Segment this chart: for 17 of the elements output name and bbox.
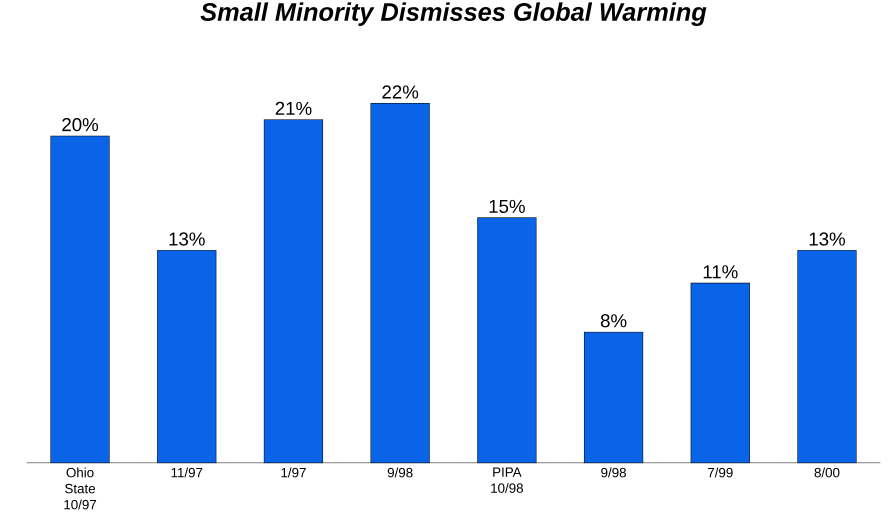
data-label: 13% [169,232,205,246]
x-tick-label: 8/00 [814,467,840,478]
x-tick-label: 9/98 [388,467,413,478]
data-label: 15% [490,200,525,213]
data-label: 22% [382,85,418,98]
x-tick-label: Ohio State 10/97 [64,467,96,510]
x-tick-label: PIPA 10/98 [491,467,523,493]
x-tick-label: 1/97 [281,467,306,478]
data-label: 13% [810,232,845,246]
chart-title: Small Minority Dismisses Global Warming [200,2,706,26]
data-label: 20% [62,118,98,132]
data-label: 11% [704,265,738,278]
x-tick-label: 9/98 [601,467,626,478]
data-label: 21% [276,102,312,115]
data-label: 8% [600,314,626,328]
x-tick-label: 11/97 [172,467,202,478]
x-tick-label: 7/99 [708,467,733,478]
